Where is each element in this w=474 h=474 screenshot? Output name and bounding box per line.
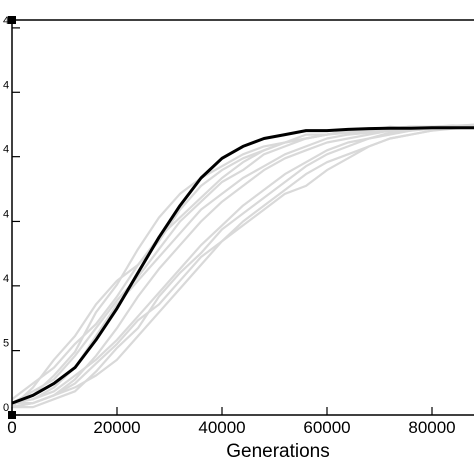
axes: [8, 16, 474, 419]
y-tick-label-7: 4: [3, 15, 9, 27]
y-tick-label-5: 4: [3, 144, 9, 156]
x-tick-label-5: 80000: [408, 418, 455, 437]
x-tick-label-1: 0: [7, 418, 16, 437]
simulation-line-8: [12, 124, 474, 405]
simulation-line-6: [11, 124, 474, 405]
corner-marker-top: [8, 16, 16, 24]
x-tick-label-2: 20000: [93, 418, 140, 437]
x-tick-label-4: 60000: [303, 418, 350, 437]
expected-line-group: [11, 126, 474, 405]
ticks: 0 20000 40000 60000 80000 0 5 4 4 4 4 4: [3, 15, 456, 437]
y-tick-label-6: 4: [3, 79, 9, 91]
expected-line: [11, 126, 474, 405]
x-axis-label: Generations: [226, 441, 330, 462]
y-tick-label-1: 0: [3, 402, 9, 414]
y-tick-label-2: 5: [3, 338, 9, 350]
simulation-line-9: [12, 125, 474, 409]
x-tick-label-3: 40000: [198, 418, 245, 437]
y-tick-label-3: 4: [3, 273, 9, 285]
y-tick-label-4: 4: [3, 208, 9, 220]
